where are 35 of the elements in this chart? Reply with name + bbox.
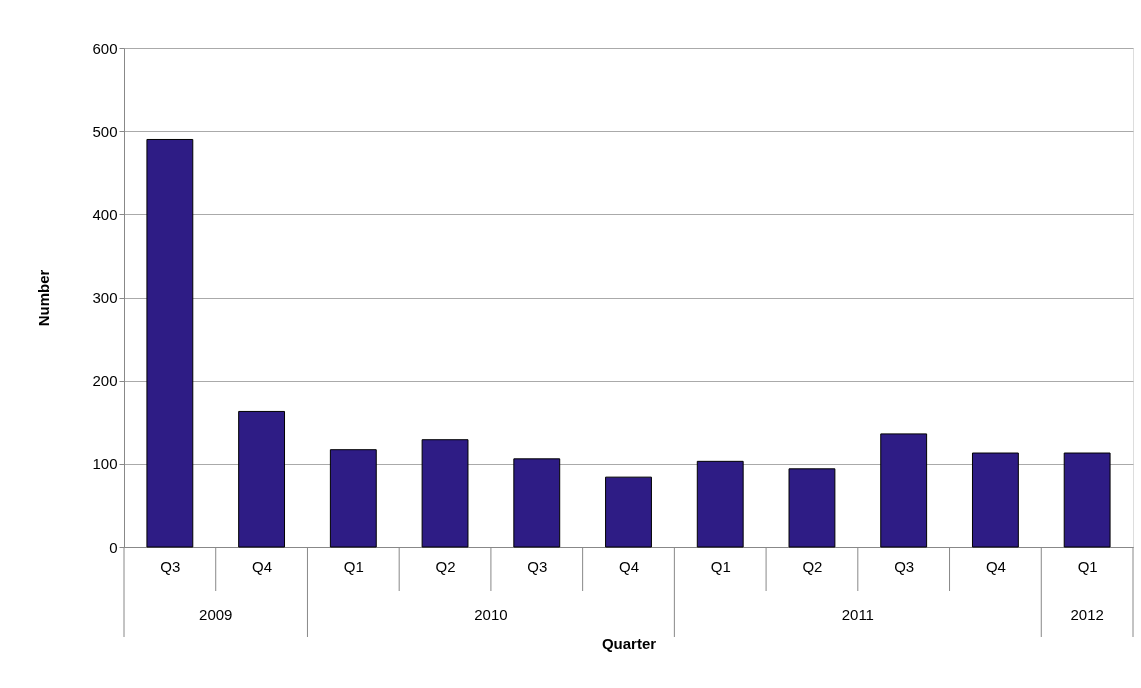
x-tick-label: Q1 (343, 557, 364, 575)
x-tick-label: Q3 (160, 557, 181, 575)
y-tick-label: 500 (92, 122, 118, 140)
x-tick-label: Q2 (435, 557, 456, 575)
y-tick-label: 400 (92, 205, 118, 223)
bar (880, 433, 928, 548)
y-tick-label: 200 (92, 372, 118, 390)
bar (696, 460, 744, 548)
x-tick-label: Q1 (710, 557, 731, 575)
y-tick-label: 300 (92, 289, 118, 306)
x-tick-label: Q4 (252, 557, 273, 575)
y-tick-label: 600 (92, 39, 118, 57)
x-tick-label: Q3 (894, 557, 915, 575)
bar (788, 468, 836, 548)
y-tick-label: 100 (92, 455, 118, 473)
x-axis-title: Quarter (601, 634, 657, 652)
y-tick-label: 0 (109, 538, 118, 556)
y-axis-title: Number (35, 269, 53, 327)
x-tick-label: Q2 (802, 557, 823, 575)
text: 2010 (474, 606, 508, 623)
bar (238, 410, 286, 548)
bar (146, 138, 194, 548)
x-tick-label: Q1 (1077, 557, 1098, 575)
x-tick-label: Q4 (985, 557, 1006, 575)
text: 2009 (199, 606, 233, 623)
bar (971, 452, 1019, 548)
bar (605, 476, 652, 548)
text: 2011 (841, 606, 874, 623)
bar (513, 458, 561, 548)
text: 2012 (1070, 606, 1104, 623)
x-tick-label: Q4 (618, 557, 640, 575)
bar (421, 439, 469, 548)
bar (1063, 452, 1111, 548)
x-tick-label: Q3 (527, 557, 548, 575)
bar (329, 449, 377, 548)
